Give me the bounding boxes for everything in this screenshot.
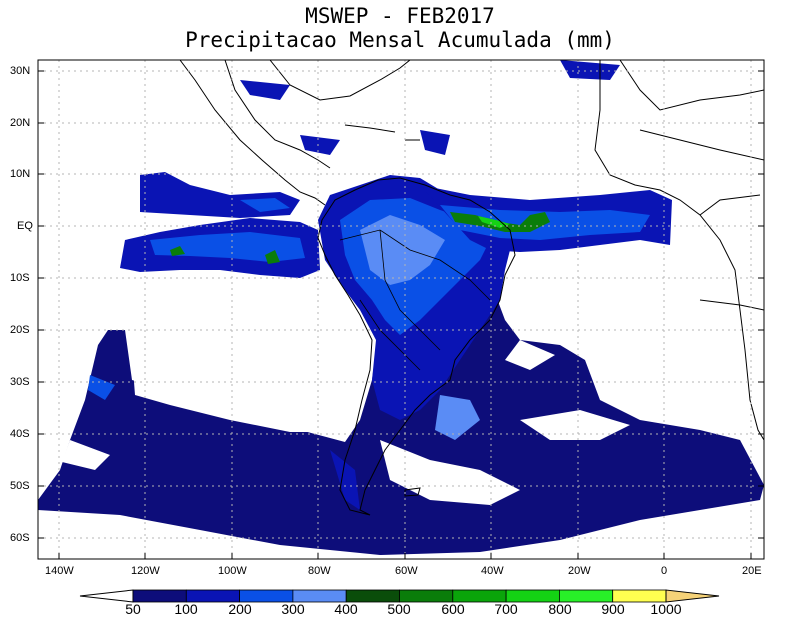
colorbar-label: 500 [387, 601, 411, 617]
lat-label-40s: 40S [10, 428, 30, 440]
colorbar-label: 900 [601, 601, 625, 617]
coast-south-america [317, 177, 516, 516]
lon-label-100w: 100W [218, 565, 247, 577]
colorbar-label: 200 [228, 601, 252, 617]
axis-ticks [38, 70, 764, 559]
lon-label-0: 0 [661, 565, 668, 577]
colorbar-label: 50 [125, 601, 141, 617]
lat-label-eq: EQ [17, 220, 33, 232]
graticule [38, 60, 764, 559]
colorbar-label: 300 [281, 601, 305, 617]
colorbar-label: 100 [174, 601, 198, 617]
lat-label-30s: 30S [10, 376, 30, 388]
lat-label-50s: 50S [10, 480, 30, 492]
coast-africa [594, 60, 764, 441]
lat-label-10s: 10S [10, 272, 30, 284]
colorbar-label: 400 [334, 601, 358, 617]
lat-label-20s: 20S [10, 324, 30, 336]
lat-label-30n: 30N [10, 65, 31, 77]
colorbar [79, 589, 720, 603]
lon-label-20w: 20W [568, 565, 591, 577]
map-title: MSWEP - FEB2017 [305, 4, 495, 28]
colorbar-label: 1000 [650, 601, 682, 617]
lon-label-140w: 140W [45, 565, 74, 577]
lon-label-80w: 80W [308, 565, 331, 577]
lon-label-40w: 40W [481, 565, 504, 577]
coastlines [179, 60, 764, 516]
lat-label-10n: 10N [10, 168, 31, 180]
colorbar-label: 600 [441, 601, 465, 617]
lon-label-60w: 60W [395, 565, 418, 577]
lat-label-60s: 60S [10, 532, 30, 544]
map-frame [37, 59, 765, 560]
lat-label-20n: 20N [10, 117, 31, 129]
colorbar-label: 800 [548, 601, 572, 617]
map-subtitle: Precipitacao Mensal Acumulada (mm) [185, 28, 615, 52]
colorbar-arrow-high [665, 589, 720, 603]
colorbar-label: 700 [494, 601, 518, 617]
lon-label-120w: 120W [131, 565, 160, 577]
lon-label-20e: 20E [742, 565, 762, 577]
